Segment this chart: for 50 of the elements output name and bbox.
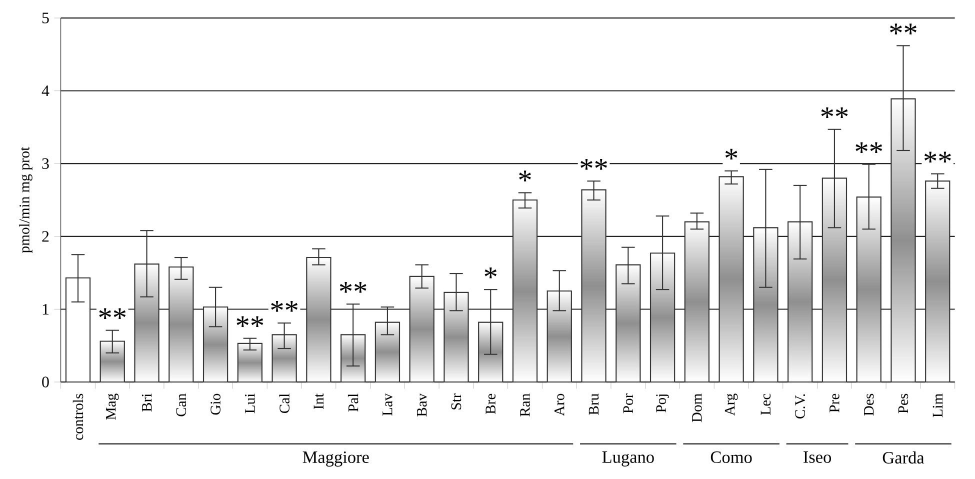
annotation: ** xyxy=(271,300,298,312)
x-tick-label: Pre xyxy=(830,394,840,412)
text: Como xyxy=(710,451,752,464)
x-tick-label: Dom xyxy=(692,394,702,422)
x-tick-label: Ran xyxy=(520,394,530,416)
x-tick-label: Lim xyxy=(932,394,942,418)
x-tick-label: Int xyxy=(314,393,324,410)
annotation: ** xyxy=(580,159,607,170)
x-tick-label: Des xyxy=(864,394,874,416)
annotation: ** xyxy=(890,24,916,34)
x-tick-label: Str xyxy=(451,393,462,410)
x-tick-label: Bri xyxy=(142,394,152,412)
y-tick-label: 4 xyxy=(42,86,50,96)
x-tick-label: Lav xyxy=(382,393,392,416)
x-tick-label: Aro xyxy=(554,394,564,416)
annotation: ** xyxy=(856,142,882,153)
x-tick-label: Poj xyxy=(656,394,669,412)
x-tick-label: Mag xyxy=(106,394,119,420)
annotation: ** xyxy=(99,308,126,319)
y-tick-label: 5 xyxy=(42,12,49,24)
x-tick-label: Lui xyxy=(245,394,255,414)
annotation: * xyxy=(484,267,497,278)
annotation: ** xyxy=(821,107,848,118)
text: Maggiore xyxy=(302,451,369,467)
annotation: ** xyxy=(236,316,264,327)
x-tick-label: Gio xyxy=(210,394,220,415)
y-tick-label: 0 xyxy=(42,376,49,388)
x-tick-label: Bre xyxy=(486,394,496,414)
y-tick-label: 2 xyxy=(42,231,49,242)
annotation: ** xyxy=(924,152,951,162)
y-tick-label: 1 xyxy=(42,304,49,314)
annotation: * xyxy=(519,170,531,182)
x-tick-label: Cal xyxy=(279,394,290,414)
x-tick-label: Can xyxy=(176,394,186,416)
x-tick-label: Por xyxy=(623,393,634,414)
y-axis-title: pmol/min mg prot xyxy=(19,146,32,253)
x-tick-label: Bav xyxy=(417,393,427,416)
annotation: * xyxy=(725,148,738,160)
text: Lugano xyxy=(602,451,654,466)
y-tick-label: 3 xyxy=(42,158,49,169)
text: Garda xyxy=(882,451,924,464)
x-tick-label: Arg xyxy=(724,394,738,416)
x-tick-label: Bru xyxy=(588,394,599,415)
text: Iseo xyxy=(804,451,832,463)
x-tick-label: controls xyxy=(72,394,84,440)
x-tick-label: Pal xyxy=(348,394,358,412)
x-tick-label: Lec xyxy=(760,394,771,415)
annotation: ** xyxy=(340,282,366,293)
x-tick-label: Pes xyxy=(898,394,908,414)
x-tick-label: C.V. xyxy=(795,394,806,418)
